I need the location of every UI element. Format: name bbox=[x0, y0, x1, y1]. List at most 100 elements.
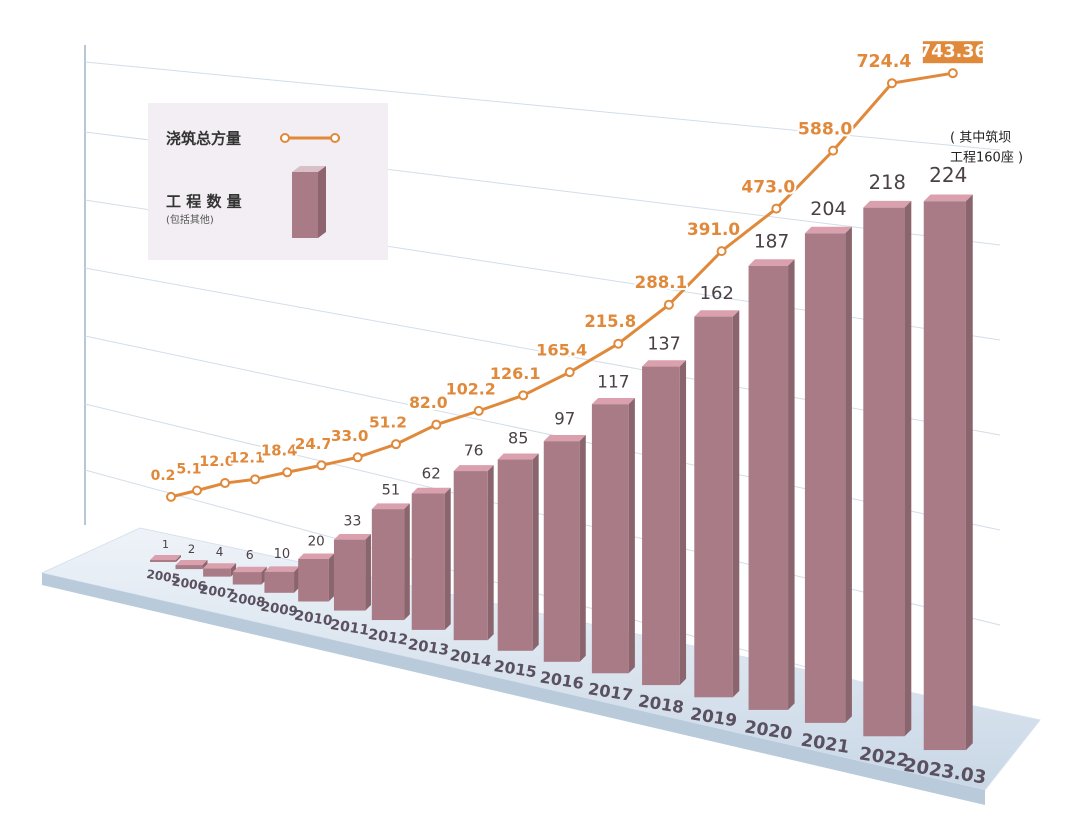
bar bbox=[497, 459, 533, 651]
line-value-label: 18.4 bbox=[261, 442, 298, 459]
platform-edge bbox=[42, 573, 985, 805]
bar bbox=[923, 201, 966, 751]
bar-side bbox=[965, 194, 973, 751]
bar-top bbox=[175, 559, 208, 566]
bar-top bbox=[150, 555, 181, 560]
annotation: ( 其中筑坝 bbox=[950, 130, 1011, 146]
line-point bbox=[886, 78, 897, 89]
line-point bbox=[316, 460, 327, 471]
line-value-label: 51.2 bbox=[369, 414, 407, 432]
line-value-label: 743.36 bbox=[919, 42, 987, 62]
line-point bbox=[564, 367, 575, 378]
bar-top bbox=[371, 503, 410, 510]
bar-value-label: 204 bbox=[810, 198, 846, 220]
bar-top bbox=[863, 200, 912, 208]
line-point bbox=[282, 467, 293, 478]
line-value-label: 5.1 bbox=[176, 461, 201, 477]
bar bbox=[543, 441, 580, 662]
annotation: 工程160座 ) bbox=[950, 151, 1023, 166]
bar bbox=[298, 559, 329, 602]
bar-side bbox=[294, 566, 300, 593]
line-point bbox=[771, 203, 782, 214]
bar bbox=[264, 571, 295, 593]
bar bbox=[453, 471, 488, 641]
bar-side bbox=[904, 200, 912, 737]
bar-side bbox=[532, 453, 539, 651]
legend-marker bbox=[280, 133, 290, 143]
x-tick-label: 2006 bbox=[171, 574, 207, 593]
bars: 1 2005 2 2006 4 2007 6 2008 10 2009 20 2010 33 2011 51… bbox=[145, 163, 987, 789]
line-point bbox=[716, 246, 727, 257]
bar-value-label: 4 bbox=[216, 545, 224, 559]
bar-top bbox=[591, 397, 635, 405]
bar-top bbox=[748, 259, 795, 266]
legend-bar-top bbox=[292, 166, 326, 172]
line-point bbox=[947, 68, 958, 79]
legend-bar-side bbox=[318, 166, 326, 238]
bar-side bbox=[628, 397, 635, 674]
line-value-label: 102.2 bbox=[446, 379, 496, 398]
bar-value-label: 85 bbox=[508, 429, 528, 448]
line-point bbox=[191, 485, 202, 496]
bar-value-label: 162 bbox=[700, 283, 734, 304]
bar-value-label: 33 bbox=[344, 513, 362, 529]
x-tick-label: 2010 bbox=[293, 608, 333, 630]
bar-top bbox=[694, 310, 740, 317]
bar-value-label: 62 bbox=[422, 465, 441, 483]
highlight-box bbox=[922, 41, 983, 64]
bar bbox=[748, 265, 789, 710]
bar-value-label: 10 bbox=[274, 547, 291, 562]
line-value-label: 724.4 bbox=[856, 52, 911, 72]
line-value-label: 588.0 bbox=[798, 120, 852, 140]
legend-bar bbox=[292, 172, 318, 238]
bar-top bbox=[203, 563, 237, 569]
bar-value-label: 218 bbox=[869, 171, 906, 194]
bar-side bbox=[176, 555, 181, 562]
line-value-label: 391.0 bbox=[687, 219, 740, 239]
line-value-label: 288.1 bbox=[635, 273, 688, 292]
bar-value-label: 20 bbox=[308, 533, 325, 549]
bar bbox=[863, 207, 905, 737]
x-tick-label: 2012 bbox=[367, 627, 409, 649]
bar bbox=[694, 316, 733, 698]
line-point bbox=[518, 390, 529, 401]
x-tick-label: 2008 bbox=[228, 590, 266, 610]
bar bbox=[371, 509, 405, 621]
line-point bbox=[613, 338, 624, 349]
bar-value-label: 137 bbox=[647, 335, 680, 355]
line-point bbox=[431, 419, 442, 430]
line-value-label: 126.1 bbox=[490, 364, 541, 383]
bar-side bbox=[444, 487, 451, 630]
bar-top bbox=[543, 435, 586, 442]
bar-top bbox=[923, 194, 973, 202]
line-point bbox=[220, 478, 231, 489]
bar bbox=[804, 233, 846, 723]
bar-top bbox=[497, 453, 539, 460]
bar-side bbox=[230, 563, 237, 577]
bar-value-label: 51 bbox=[382, 482, 400, 498]
bar-value-label: 1 bbox=[162, 538, 169, 551]
line-value-label: 12.0 bbox=[199, 454, 235, 470]
bar bbox=[333, 539, 366, 611]
bar-top bbox=[642, 360, 687, 367]
bar-value-label: 224 bbox=[929, 163, 967, 187]
bar-value-label: 6 bbox=[246, 547, 254, 562]
x-tick-label: 2013 bbox=[407, 636, 450, 659]
bar-side bbox=[732, 310, 740, 698]
legend-label: 工 程 数 量 bbox=[166, 193, 242, 211]
line-point bbox=[166, 491, 176, 502]
bar bbox=[642, 366, 680, 686]
x-tick-label: 2009 bbox=[260, 600, 299, 621]
bar-side bbox=[487, 465, 494, 641]
x-tick-label: 2005 bbox=[145, 567, 180, 586]
line-value-label: 215.8 bbox=[584, 312, 636, 331]
bar bbox=[203, 568, 231, 577]
bar-top bbox=[232, 566, 267, 573]
line-value-label: 82.0 bbox=[409, 394, 448, 412]
line-value-label: 165.4 bbox=[536, 341, 587, 360]
legend-label: 浇筑总方量 bbox=[166, 130, 241, 148]
bar bbox=[232, 572, 262, 585]
bar bbox=[175, 565, 203, 570]
line-value-label: 0.2 bbox=[151, 468, 176, 484]
